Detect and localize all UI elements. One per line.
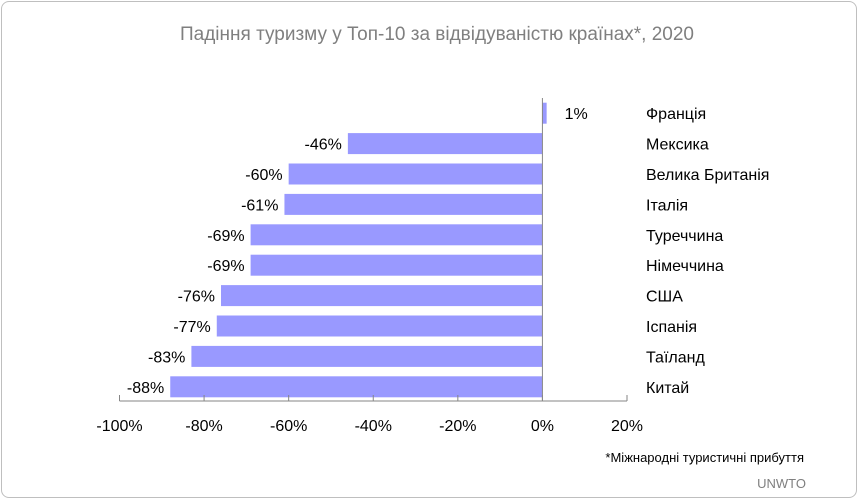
category-label: Китай bbox=[646, 380, 689, 397]
bar bbox=[347, 133, 543, 155]
category-label: Франція bbox=[646, 106, 706, 123]
bar bbox=[288, 163, 543, 185]
category-label: Мексика bbox=[646, 137, 709, 154]
bar bbox=[216, 315, 543, 337]
x-tick-label: -40% bbox=[355, 418, 392, 435]
x-tick-label: -80% bbox=[185, 418, 222, 435]
source-label: UNWTO bbox=[757, 476, 806, 491]
data-label: -61% bbox=[241, 197, 278, 214]
footnote: *Міжнародні туристичні прибуття bbox=[605, 450, 804, 465]
data-label: -88% bbox=[127, 380, 164, 397]
x-tick-label: 0% bbox=[531, 418, 554, 435]
category-label: Італія bbox=[646, 197, 688, 214]
data-label: -46% bbox=[305, 137, 342, 154]
category-label: США bbox=[646, 289, 683, 306]
x-tick-label: -60% bbox=[270, 418, 307, 435]
category-label: Туреччина bbox=[646, 228, 723, 245]
data-label: 1% bbox=[565, 106, 588, 123]
category-label: Велика Британія bbox=[646, 167, 769, 184]
category-label: Таїланд bbox=[646, 349, 705, 366]
data-label: -76% bbox=[178, 289, 215, 306]
category-label: Німеччина bbox=[646, 258, 724, 275]
data-label: -69% bbox=[207, 258, 244, 275]
data-label: -60% bbox=[245, 167, 282, 184]
data-label: -77% bbox=[173, 319, 210, 336]
data-label: -69% bbox=[207, 228, 244, 245]
bar bbox=[542, 102, 547, 124]
x-tick-label: -100% bbox=[96, 418, 142, 435]
data-label: -83% bbox=[148, 349, 185, 366]
bar bbox=[284, 193, 543, 215]
bar bbox=[250, 254, 543, 276]
x-tick-label: -20% bbox=[439, 418, 476, 435]
bar bbox=[170, 376, 543, 398]
bar bbox=[250, 224, 543, 246]
bar bbox=[191, 345, 543, 367]
chart-title: Падіння туризму у Топ-10 за відвідуваніс… bbox=[180, 24, 694, 45]
x-tick-label: 20% bbox=[611, 418, 643, 435]
category-label: Іспанія bbox=[646, 319, 697, 336]
bar bbox=[221, 285, 543, 307]
